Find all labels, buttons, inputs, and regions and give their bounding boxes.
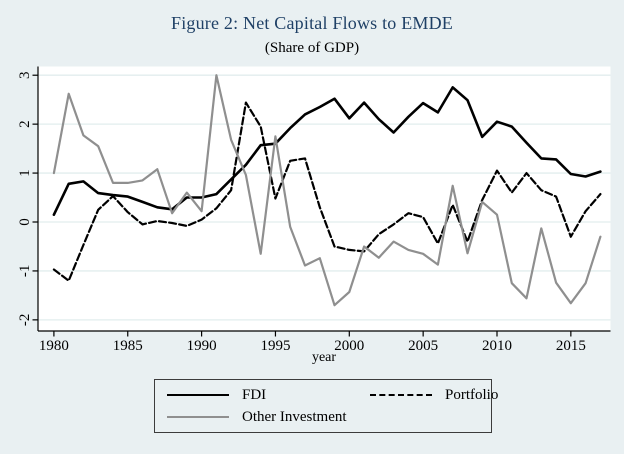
legend-label-portfolio: Portfolio xyxy=(445,386,499,403)
x-tick-label: 1995 xyxy=(260,338,290,354)
x-tick-label: 1980 xyxy=(39,338,69,354)
y-tick-label: 0 xyxy=(17,218,33,226)
legend-item-fdi: FDI xyxy=(167,387,370,404)
y-tick-label: 1 xyxy=(17,169,33,177)
legend-item-other-investment: Other Investment xyxy=(167,409,370,426)
portfolio-line xyxy=(52,101,602,282)
x-tick-label: 2000 xyxy=(334,338,364,354)
y-tick-label: -1 xyxy=(17,265,33,278)
x-tick-label: 2015 xyxy=(556,338,586,354)
x-tick-label: 2005 xyxy=(408,338,438,354)
legend-label-other-investment: Other Investment xyxy=(242,408,347,425)
legend: FDI Portfolio Other Investment xyxy=(154,379,498,433)
chart-title: Figure 2: Net Capital Flows to EMDE xyxy=(171,13,453,33)
legend-item-portfolio: Portfolio xyxy=(370,387,498,404)
x-axis-title: year xyxy=(311,350,337,365)
y-tick-label: 3 xyxy=(17,71,33,79)
plot-background xyxy=(38,66,611,331)
fdi-line xyxy=(52,86,602,216)
fdi-line-swatch xyxy=(167,394,229,396)
y-tick-label: 2 xyxy=(17,120,33,128)
x-tick-label: 1985 xyxy=(113,338,143,354)
other-investment-line-swatch xyxy=(167,416,229,418)
x-tick-label: 1990 xyxy=(187,338,217,354)
chart-subtitle: (Share of GDP) xyxy=(264,40,360,56)
portfolio-line-swatch xyxy=(370,394,432,396)
other-investment-line xyxy=(52,74,602,307)
x-tick-label: 2010 xyxy=(482,338,512,354)
y-tick-label: -2 xyxy=(17,314,33,327)
legend-label-fdi: FDI xyxy=(242,386,267,403)
